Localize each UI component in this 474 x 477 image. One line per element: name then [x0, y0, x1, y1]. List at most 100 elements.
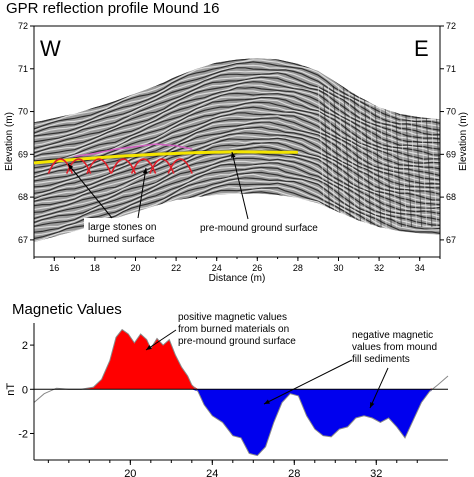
negative-annotation-text: values from mound — [352, 342, 437, 353]
mag-x-tick-label: 28 — [288, 468, 300, 477]
gpr-reflection-band — [34, 74, 440, 139]
gpr-x-tick-label: 24 — [212, 263, 222, 273]
mag-x-tick-label: 20 — [124, 468, 136, 477]
gpr-x-axis-label: Distance (m) — [209, 273, 266, 284]
gpr-reflection-texture — [317, 85, 326, 228]
stones-annotation-text: burned surface — [88, 234, 155, 245]
gpr-x-tick-label: 26 — [252, 263, 262, 273]
surface-arrow-head — [231, 152, 236, 158]
gpr-reflection-band — [34, 124, 440, 190]
magnetic-chart-title: Magnetic Values — [12, 301, 122, 318]
stones-annotation-text: large stones on — [88, 222, 156, 233]
gpr-reflection-band — [34, 121, 440, 188]
gpr-reflection-texture — [373, 85, 382, 228]
gpr-y-tick-label-right: 67 — [446, 235, 456, 245]
gpr-y-tick-label-right: 72 — [446, 21, 456, 31]
gpr-reflection-band — [34, 164, 440, 229]
negative-magnetic-area — [79, 389, 432, 456]
gpr-reflection-band — [34, 119, 440, 185]
gpr-x-tick-label: 30 — [333, 263, 343, 273]
stone-hyperbola — [86, 158, 112, 174]
gpr-y-tick-label-left: 67 — [18, 235, 28, 245]
gpr-reflection-band — [34, 92, 440, 158]
gpr-reflection-band — [34, 160, 440, 226]
magnetic-value-line — [33, 328, 449, 457]
gpr-reflection-band — [34, 126, 440, 194]
gpr-reflection-band — [34, 166, 440, 233]
mag-x-tick-label: 32 — [370, 468, 382, 477]
gpr-x-tick-label: 32 — [374, 263, 384, 273]
gpr-y-tick-label-right: 69 — [446, 149, 456, 159]
gpr-reflection-texture — [337, 85, 347, 228]
gpr-y-axis-label-left: Elevation (m) — [4, 112, 15, 171]
gpr-reflection-band — [34, 70, 440, 136]
gpr-reflection-band — [34, 157, 440, 224]
mag-y-tick-label: 2 — [22, 340, 28, 352]
gpr-chart-title: GPR reflection profile Mound 16 — [6, 0, 220, 17]
gpr-reflection-texture — [358, 85, 367, 228]
gpr-x-tick-label: 28 — [293, 263, 303, 273]
surface-annotation-text: pre-mound ground surface — [200, 223, 318, 234]
gpr-reflection-band — [34, 141, 440, 207]
gpr-reflection-band — [34, 67, 440, 134]
gpr-reflection-band — [34, 146, 440, 213]
gpr-reflection-texture — [363, 85, 372, 228]
gpr-reflection-band — [34, 72, 440, 137]
mag-x-tick-label: 24 — [206, 468, 218, 477]
gpr-reflection-texture — [322, 85, 331, 228]
gpr-reflection-band — [34, 76, 440, 143]
gpr-reflection-band — [34, 84, 440, 152]
gpr-x-tick-label: 20 — [130, 263, 140, 273]
stone-hyperbola — [167, 158, 193, 174]
gpr-y-tick-label-left: 69 — [18, 149, 28, 159]
stones-annotation-box — [84, 218, 182, 246]
gpr-x-tick-label: 22 — [171, 263, 181, 273]
negative-arrow-2-head — [370, 402, 375, 408]
gpr-y-tick-label-left: 68 — [18, 192, 28, 202]
negative-arrow-1-head — [264, 399, 270, 404]
surface-arrow — [231, 151, 249, 220]
positive-annotation-text: pre-mound ground surface — [178, 336, 296, 347]
gpr-y-axis-label-right: Elevation (m) — [458, 112, 469, 171]
gpr-y-tick-label-left: 71 — [18, 64, 28, 74]
gpr-y-tick-label-left: 70 — [18, 107, 28, 117]
gpr-y-tick-label-right: 70 — [446, 107, 456, 117]
stones-arrow-1-head — [68, 164, 74, 170]
gpr-reflection-band — [34, 140, 440, 204]
magnetic-fills — [79, 329, 432, 456]
negative-arrow-1 — [263, 359, 353, 405]
east-label: E — [414, 36, 429, 61]
stone-hyperbola — [130, 158, 157, 174]
gpr-reflection-band — [34, 143, 440, 211]
mag-y-axis-label: nT — [5, 383, 17, 396]
gpr-y-tick-label-right: 71 — [446, 64, 456, 74]
mag-y-tick-label: -2 — [18, 428, 28, 440]
gpr-reflection-texture — [332, 85, 342, 228]
stones-arrow-2 — [137, 167, 147, 219]
gpr-reflection-band — [34, 81, 440, 149]
stone-hyperbola — [149, 158, 175, 174]
gpr-x-tick-label: 16 — [49, 263, 59, 273]
gpr-reflection-texture — [378, 85, 387, 228]
surface-annotation-box — [196, 219, 340, 234]
gpr-reflection-texture — [353, 85, 362, 228]
stone-hyperbola — [47, 158, 74, 174]
gpr-reflection-texture — [327, 85, 337, 228]
gpr-reflection-band — [34, 78, 440, 146]
positive-arrow — [145, 329, 177, 351]
gpr-reflection-band — [34, 162, 440, 227]
gpr-reflection-band — [34, 117, 440, 182]
negative-arrow-2 — [369, 367, 389, 409]
positive-arrow-head — [146, 344, 152, 350]
positive-annotation-text: from burned materials on — [178, 324, 289, 335]
gpr-reflection-band — [34, 61, 440, 130]
gpr-radargram — [34, 58, 440, 242]
gpr-reflection-band — [34, 154, 440, 222]
gpr-reflection-band — [34, 90, 440, 156]
gpr-reflection-band — [34, 86, 440, 154]
gpr-reflection-band — [34, 59, 440, 127]
gpr-reflection-band — [34, 137, 440, 202]
positive-magnetic-area — [79, 329, 432, 390]
gpr-reflection-texture — [368, 85, 377, 228]
